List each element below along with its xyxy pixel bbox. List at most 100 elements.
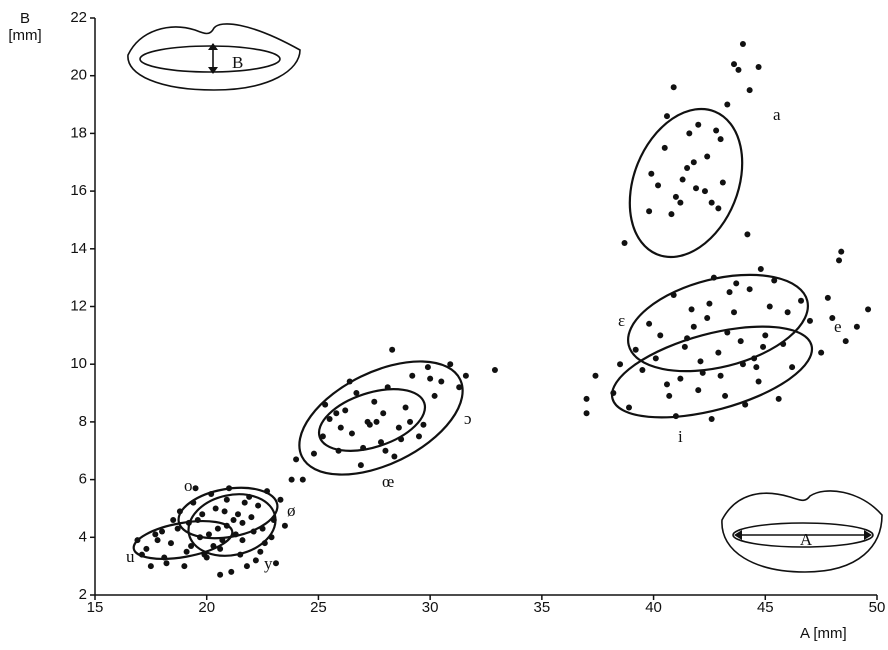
point — [181, 563, 188, 570]
point — [270, 516, 277, 523]
point — [326, 416, 333, 423]
point — [755, 378, 762, 385]
point — [583, 395, 590, 402]
point — [710, 274, 717, 281]
point — [666, 392, 673, 399]
point — [138, 551, 145, 558]
point — [672, 193, 679, 200]
point — [735, 66, 742, 73]
point — [239, 519, 246, 526]
point — [708, 199, 715, 206]
cluster-ellipse — [627, 273, 809, 373]
point — [697, 358, 704, 365]
point — [259, 525, 266, 532]
point — [203, 554, 210, 561]
point — [708, 416, 715, 423]
point — [684, 165, 691, 172]
point — [699, 369, 706, 376]
point — [704, 153, 711, 160]
point — [746, 286, 753, 293]
point — [346, 378, 353, 385]
point — [161, 554, 168, 561]
cluster-ellipse — [628, 107, 744, 259]
point — [188, 542, 195, 549]
point — [715, 205, 722, 212]
point — [583, 410, 590, 417]
point — [409, 372, 416, 379]
point — [784, 309, 791, 316]
y-tick-label: 4 — [79, 528, 87, 545]
point — [621, 240, 628, 247]
x-tick-label: 20 — [198, 599, 215, 616]
annotation: A — [800, 530, 813, 549]
point — [288, 476, 295, 483]
point — [402, 404, 409, 411]
point — [250, 528, 257, 535]
y-tick-label: 12 — [70, 297, 87, 314]
point — [228, 568, 235, 575]
point — [762, 332, 769, 339]
point — [264, 488, 271, 495]
point — [252, 557, 259, 564]
point — [731, 309, 738, 316]
point — [237, 551, 244, 558]
point — [366, 421, 373, 428]
point — [744, 231, 751, 238]
point — [663, 113, 670, 120]
point — [672, 413, 679, 420]
point — [690, 323, 697, 330]
point — [719, 179, 726, 186]
point — [152, 531, 159, 538]
point — [739, 40, 746, 47]
x-tick-label: 30 — [422, 599, 439, 616]
point — [382, 447, 389, 454]
lip-outline — [127, 23, 301, 91]
point — [724, 329, 731, 336]
x-tick-label: 40 — [645, 599, 662, 616]
point — [293, 456, 300, 463]
point — [753, 364, 760, 371]
point — [724, 101, 731, 108]
point — [447, 361, 454, 368]
point — [836, 257, 843, 264]
point — [462, 372, 469, 379]
point — [829, 315, 836, 322]
point — [670, 84, 677, 91]
point — [208, 491, 215, 498]
point — [199, 511, 206, 518]
point — [239, 537, 246, 544]
point — [299, 476, 306, 483]
x-tick-label: 25 — [310, 599, 327, 616]
point — [431, 392, 438, 399]
point — [192, 485, 199, 492]
point — [686, 130, 693, 137]
x-tick-label: 45 — [757, 599, 774, 616]
point — [456, 384, 463, 391]
point — [757, 265, 764, 272]
annotation: e — [834, 317, 842, 336]
cluster-ellipse — [298, 360, 464, 476]
arrow-head — [208, 43, 218, 74]
point — [353, 390, 360, 397]
point — [398, 436, 405, 443]
point — [610, 390, 617, 397]
lip-opening — [732, 522, 874, 548]
point — [241, 499, 248, 506]
point — [212, 505, 219, 512]
point — [679, 176, 686, 183]
point — [842, 338, 849, 345]
point — [217, 571, 224, 578]
y-tick-label: 18 — [70, 124, 87, 141]
point — [255, 502, 262, 509]
point — [661, 144, 668, 151]
point — [167, 540, 174, 547]
point — [384, 384, 391, 391]
point — [655, 182, 662, 189]
annotation: B — [232, 53, 243, 72]
point — [174, 525, 181, 532]
point — [704, 315, 711, 322]
point — [214, 525, 221, 532]
point — [333, 410, 340, 417]
